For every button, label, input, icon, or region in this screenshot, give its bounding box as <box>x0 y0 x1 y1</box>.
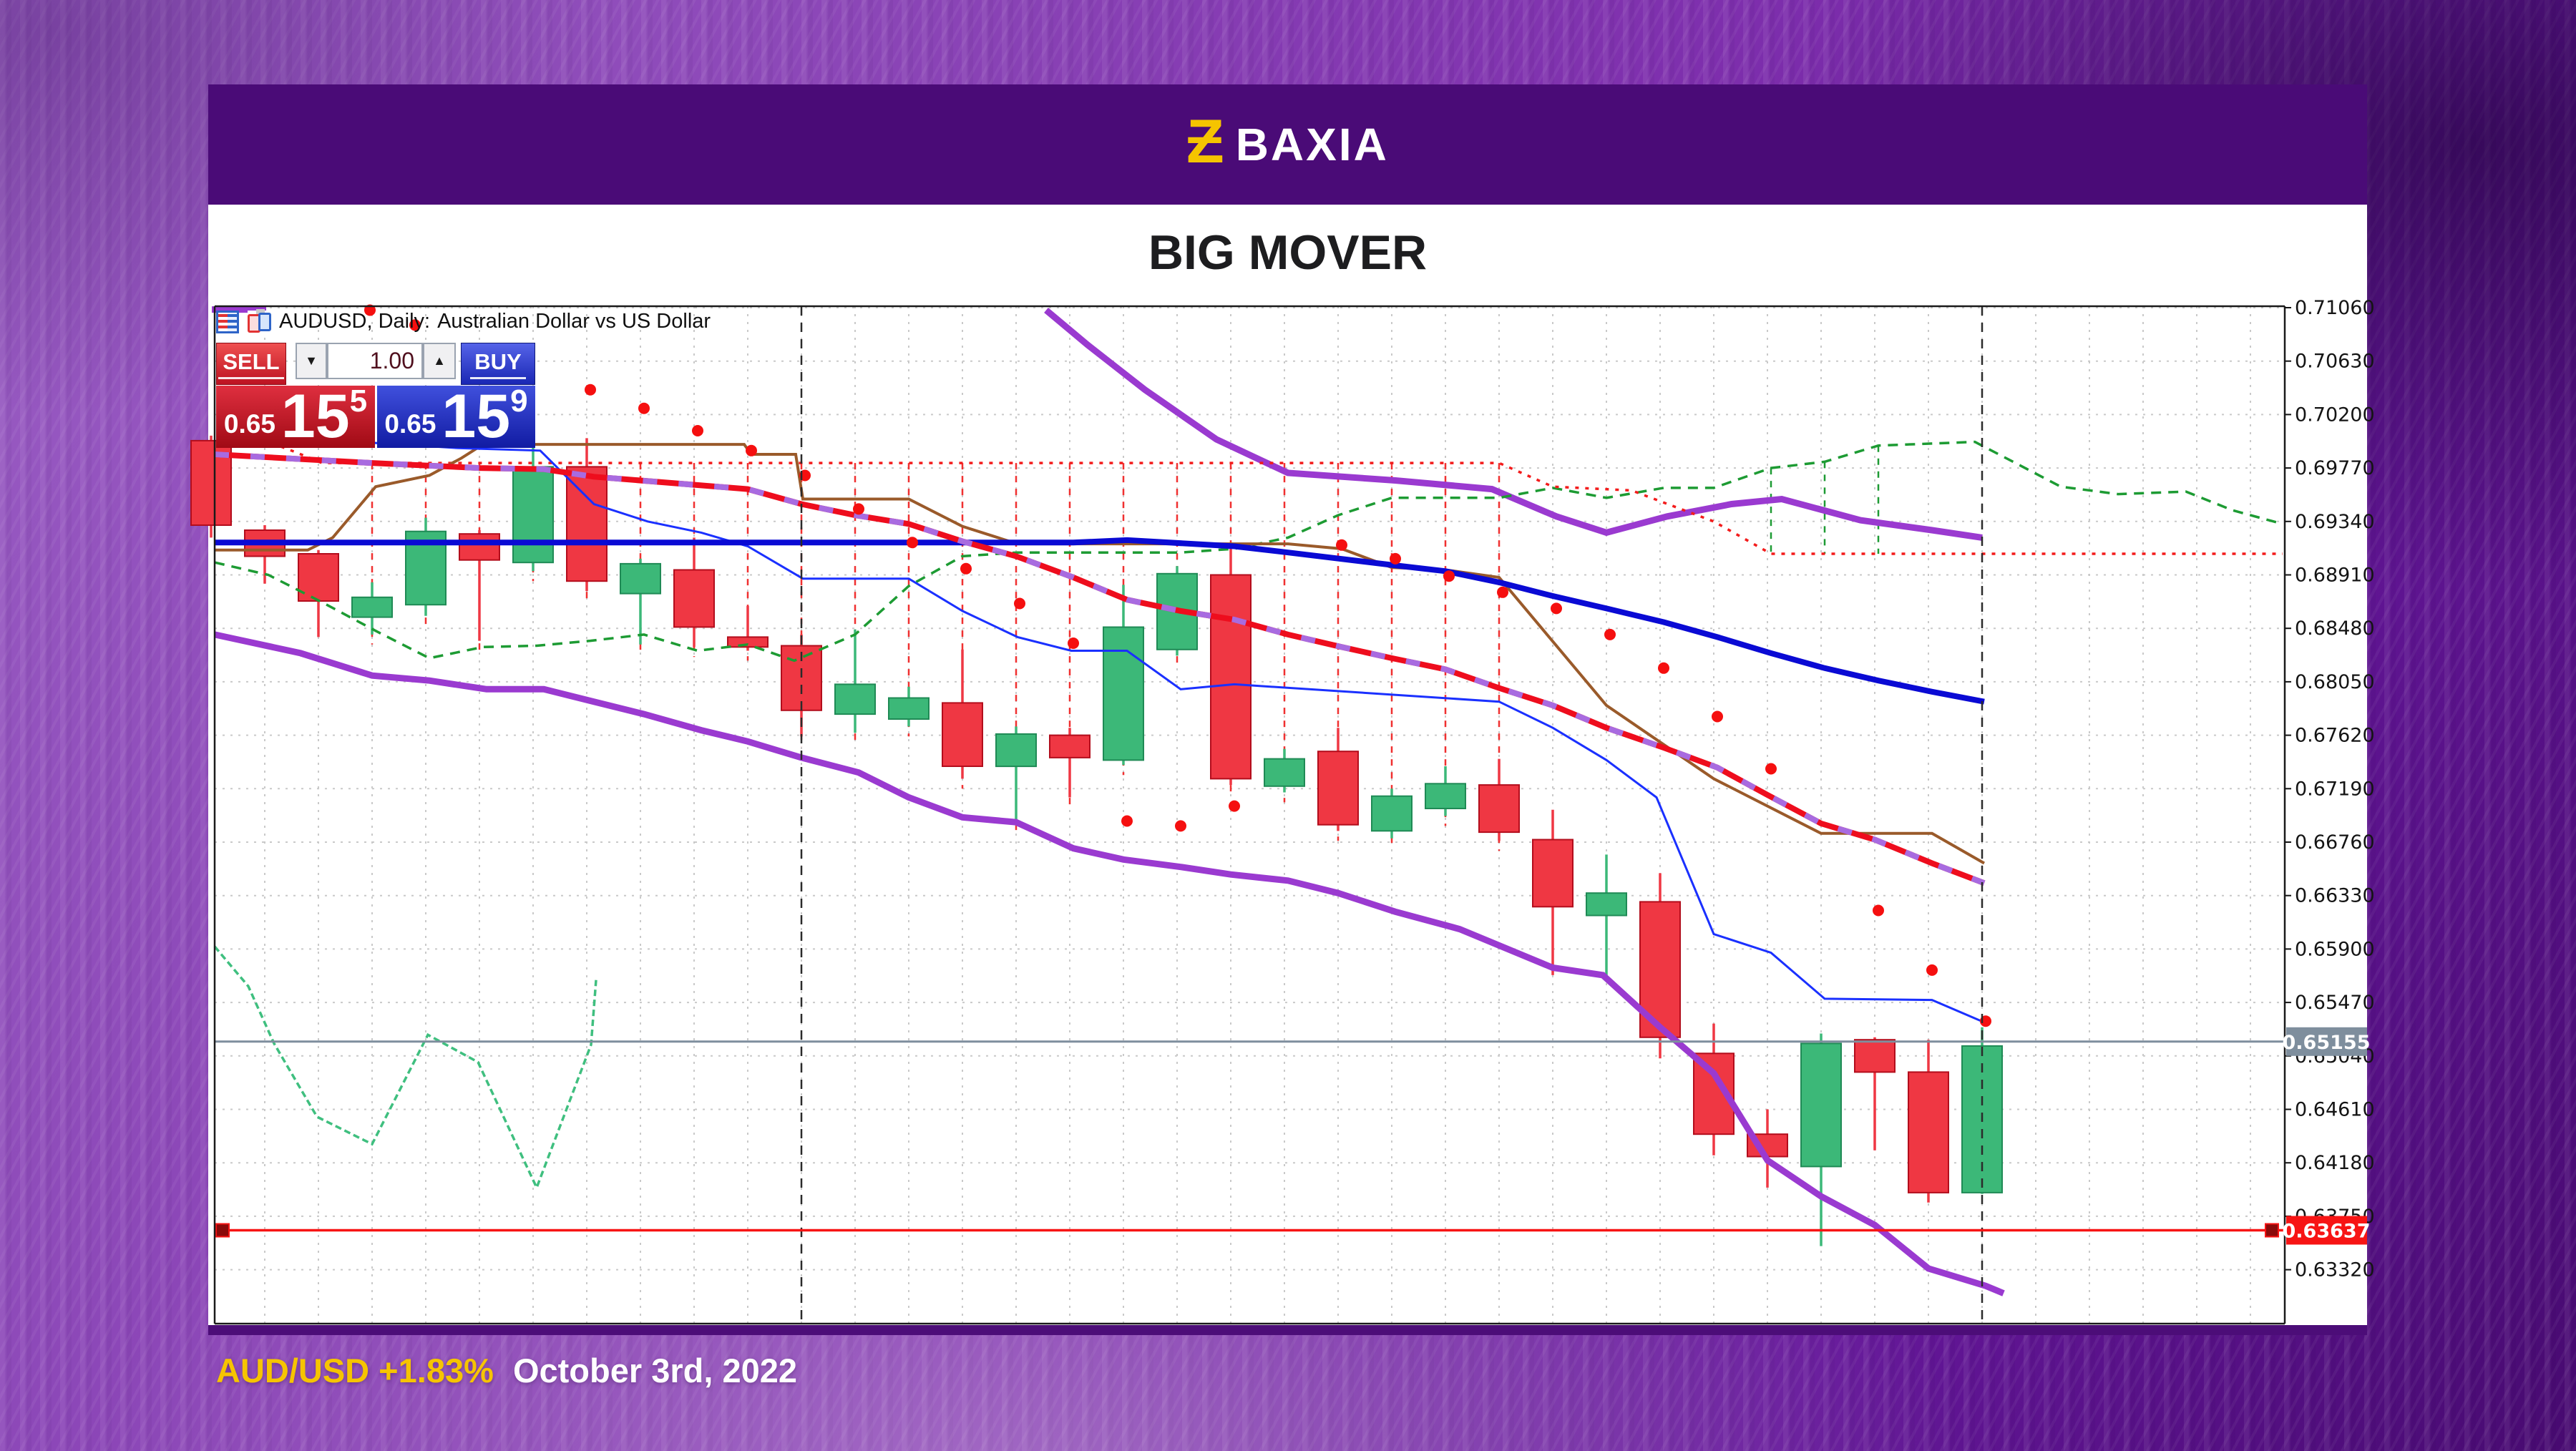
cloud-hatch-green <box>1770 445 1880 554</box>
sell-button-label: SELL <box>218 349 284 379</box>
svg-text:0.64180: 0.64180 <box>2295 1152 2375 1174</box>
volume-decrease-button[interactable]: ▼ <box>296 343 327 379</box>
brand-banner: Ƶ BAXIA <box>208 84 2367 205</box>
symbol-description: Australian Dollar vs US Dollar <box>437 310 711 333</box>
brand-name: BAXIA <box>1235 119 1389 170</box>
y-axis: 0.71060 0.70630 0.70200 0.69770 0.69340 0.689… <box>2285 297 2375 1281</box>
svg-text:0.65900: 0.65900 <box>2295 938 2375 960</box>
buy-button-label: BUY <box>470 349 526 379</box>
brown-line <box>215 443 1985 865</box>
current-price-tag: 0.65155 <box>2283 1027 2371 1056</box>
support-handle-right <box>2265 1223 2279 1238</box>
svg-text:0.69340: 0.69340 <box>2295 511 2375 533</box>
plot-frame <box>213 305 2286 1325</box>
green-dashed-span-a <box>214 440 2283 663</box>
svg-text:0.66760: 0.66760 <box>2295 831 2375 854</box>
card-bottom-border <box>208 1325 2367 1335</box>
svg-text:0.64610: 0.64610 <box>2295 1099 2375 1121</box>
red-ma-overlay <box>214 451 1986 886</box>
thin-blue-line <box>311 438 1985 1024</box>
buy-price-pips: 15 <box>441 382 511 451</box>
buy-price-pipette: 9 <box>510 383 528 419</box>
sell-button[interactable]: SELL <box>216 343 286 385</box>
svg-text:0.63320: 0.63320 <box>2295 1259 2375 1281</box>
volume-input[interactable] <box>327 343 423 379</box>
support-price-tag: 0.63637 <box>2283 1216 2371 1245</box>
caption: AUD/USD +1.83% October 3rd, 2022 <box>216 1351 797 1390</box>
buy-price-panel[interactable]: 0.65 15 9 <box>377 382 535 451</box>
caption-pair-change: AUD/USD +1.83% <box>216 1352 494 1389</box>
buy-price-bigfigure: 0.65 <box>384 409 436 439</box>
svg-text:0.69770: 0.69770 <box>2295 457 2375 479</box>
sar-dots <box>364 304 1991 1027</box>
sell-price-panel[interactable]: 0.65 15 5 <box>216 382 375 451</box>
svg-text:0.68050: 0.68050 <box>2295 671 2375 693</box>
svg-text:0.70630: 0.70630 <box>2295 351 2375 373</box>
tick-chart-icon[interactable] <box>248 308 271 333</box>
candles <box>190 431 2003 1246</box>
svg-text:0.71060: 0.71060 <box>2295 297 2375 319</box>
symbol-label: AUDUSD, Daily: <box>279 310 431 333</box>
session-separators <box>800 306 1984 1324</box>
baxia-logo-icon: Ƶ <box>1186 107 1224 176</box>
support-handle-left <box>215 1223 230 1238</box>
svg-text:0.66330: 0.66330 <box>2295 885 2375 907</box>
sell-price-pipette: 5 <box>349 383 368 419</box>
purple-band-upper <box>1044 308 1983 541</box>
page-title: BIG MOVER <box>1148 225 1428 280</box>
caption-date: October 3rd, 2022 <box>512 1352 798 1389</box>
svg-text:0.65470: 0.65470 <box>2295 992 2375 1014</box>
sell-price-bigfigure: 0.65 <box>223 409 275 439</box>
blue-ma <box>215 537 1985 705</box>
chevron-down-icon: ▼ <box>305 353 318 368</box>
volume-increase-button[interactable]: ▲ <box>423 343 456 379</box>
green-zigzag <box>213 945 597 1191</box>
svg-text:0.67620: 0.67620 <box>2295 725 2375 747</box>
svg-text:0.68910: 0.68910 <box>2295 565 2375 587</box>
svg-text:0.63637: 0.63637 <box>2283 1221 2371 1243</box>
content-card: Ƶ BAXIA BIG MOVER <box>208 84 2367 1335</box>
svg-text:0.70200: 0.70200 <box>2295 404 2375 426</box>
svg-text:0.65155: 0.65155 <box>2283 1032 2371 1054</box>
buy-button[interactable]: BUY <box>461 343 535 385</box>
market-depth-icon[interactable] <box>216 310 239 333</box>
svg-text:0.67190: 0.67190 <box>2295 778 2375 800</box>
symbol-header: AUDUSD, Daily: Australian Dollar vs US Do… <box>216 308 711 333</box>
sell-price-pips: 15 <box>280 382 350 451</box>
svg-text:0.68480: 0.68480 <box>2295 617 2375 640</box>
chevron-up-icon: ▲ <box>433 353 446 368</box>
purple-band-lower <box>214 631 2005 1296</box>
